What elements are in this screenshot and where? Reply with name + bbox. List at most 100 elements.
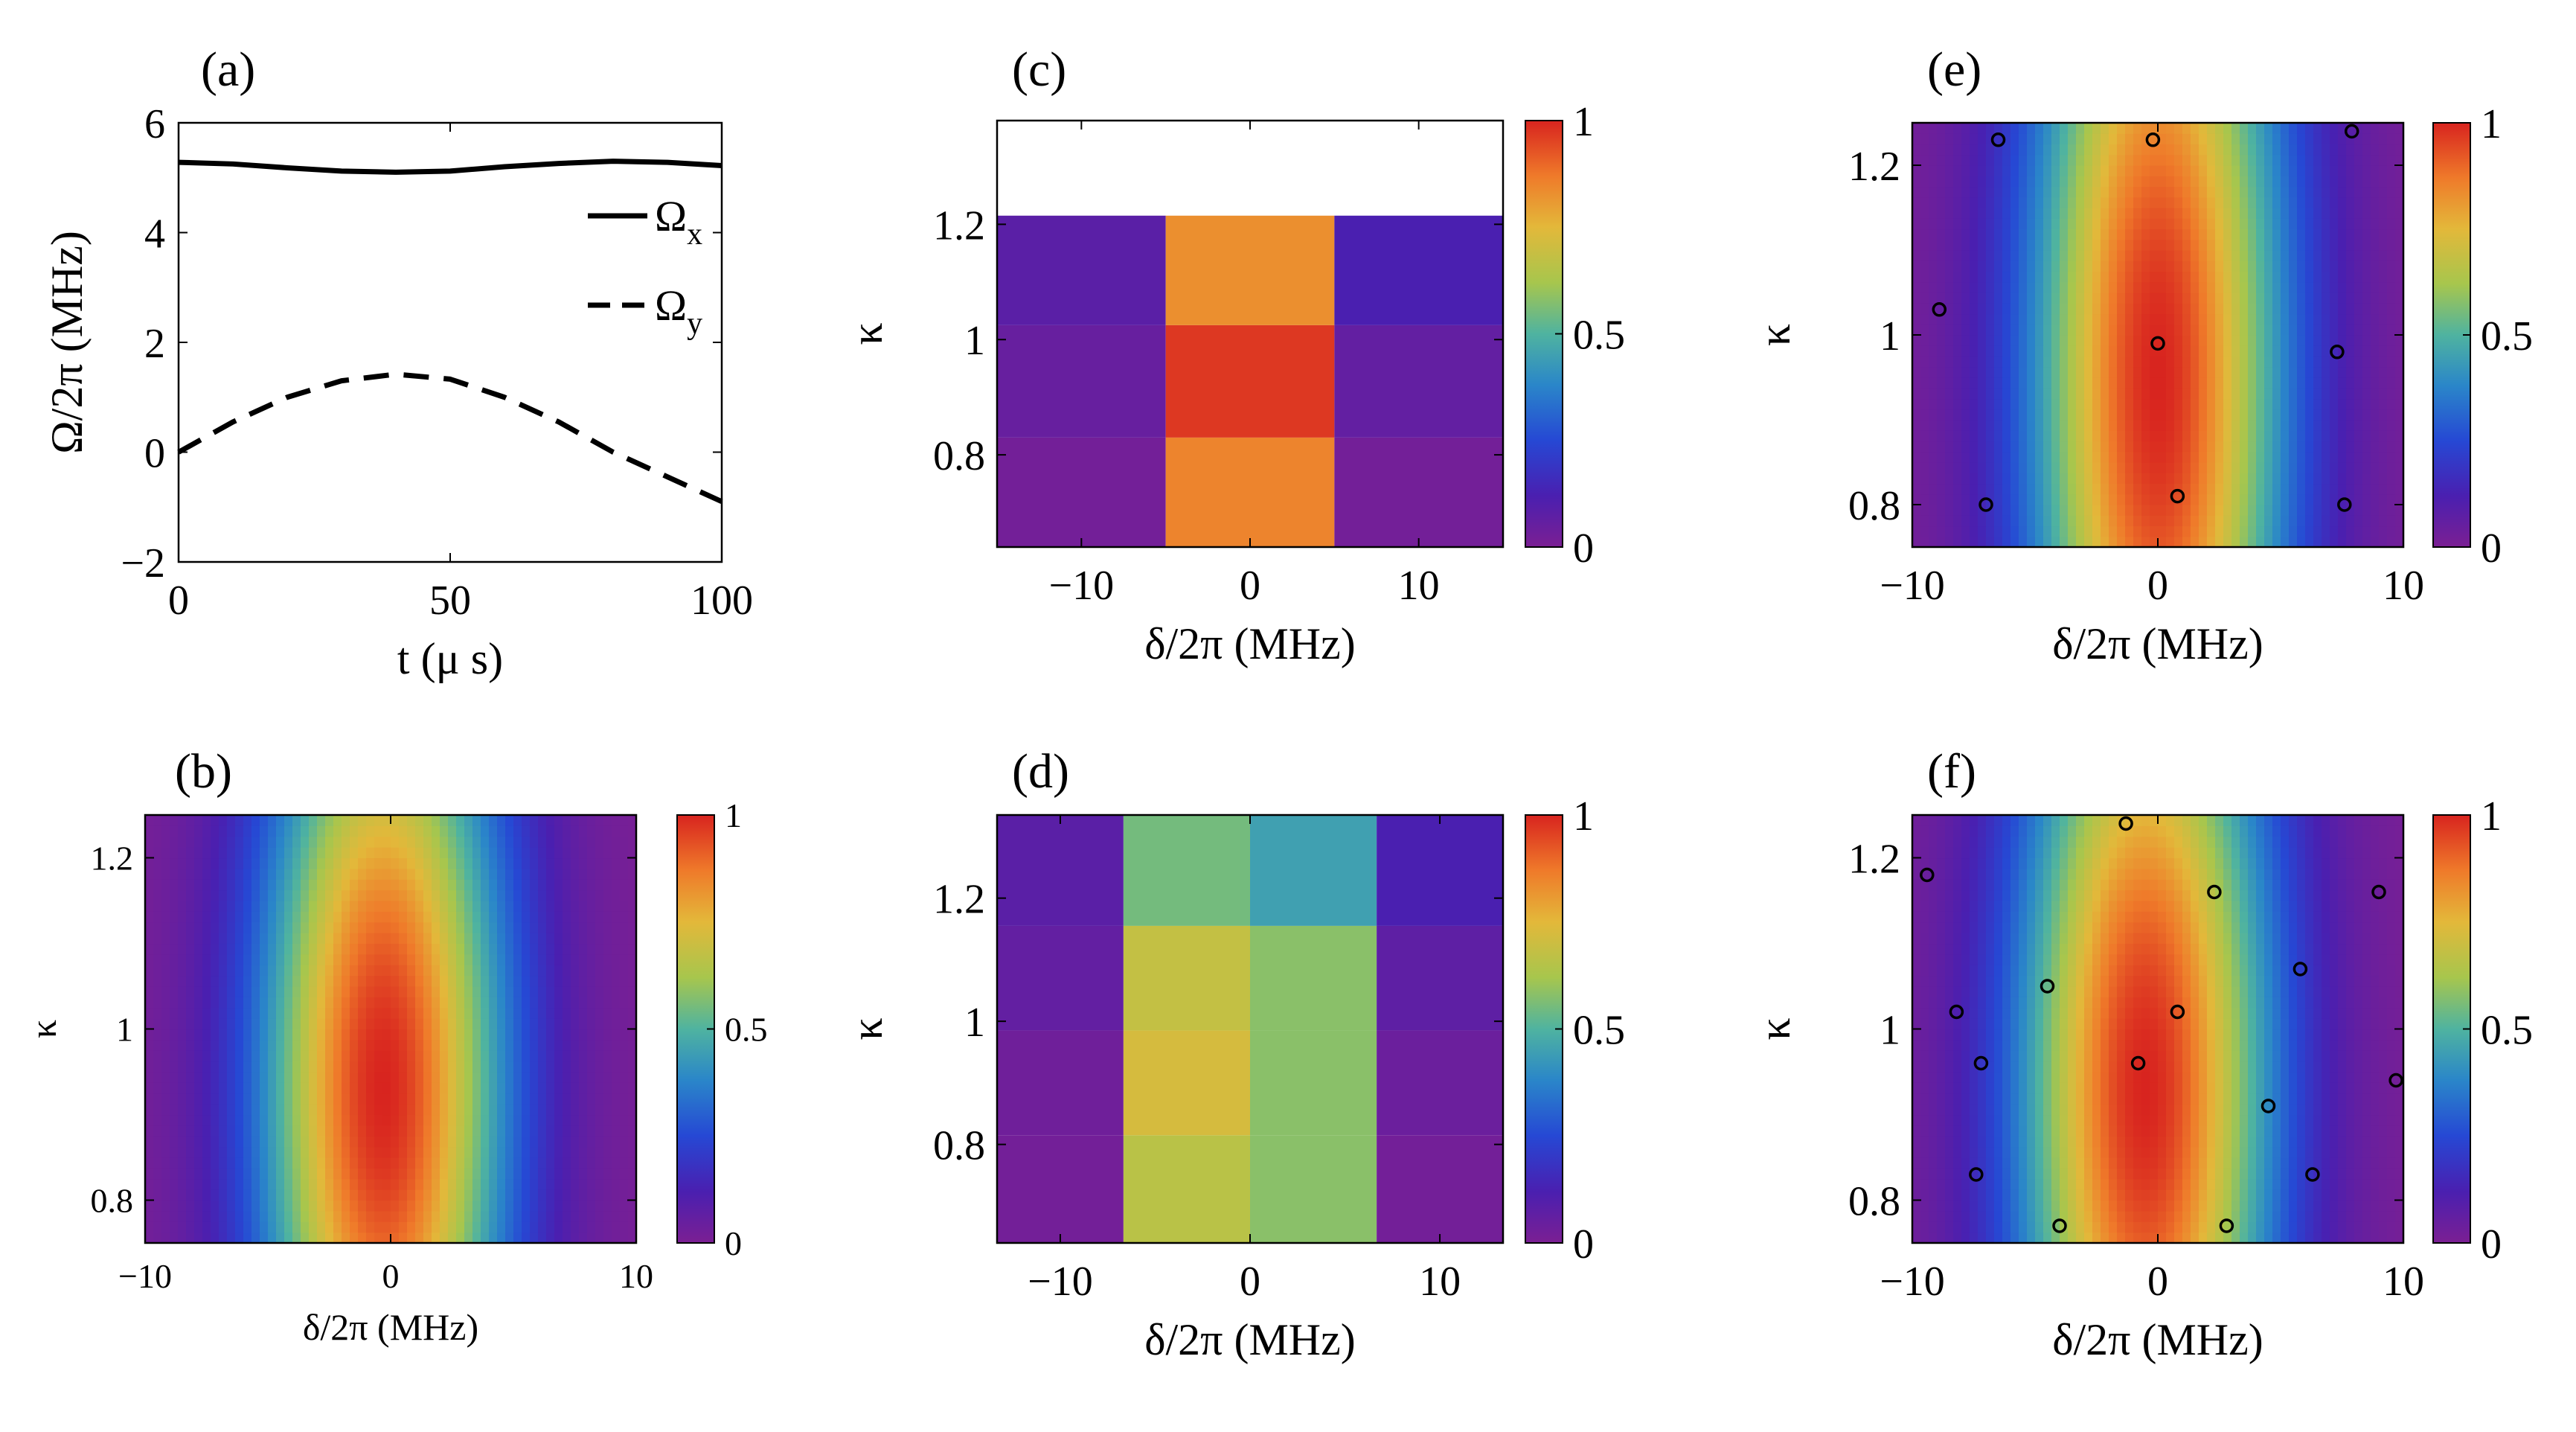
heatmap-cell — [2051, 208, 2060, 219]
heatmap-cell — [2125, 218, 2134, 230]
heatmap-cell — [161, 857, 170, 869]
heatmap-cell — [2043, 281, 2052, 293]
heatmap-cell — [2256, 208, 2265, 219]
heatmap-cell — [448, 965, 457, 976]
heatmap-cell — [2133, 313, 2142, 325]
heatmap-cell — [1920, 1104, 1929, 1116]
heatmap-cell — [391, 921, 400, 933]
heatmap-cell — [505, 1039, 514, 1051]
x-tick-label: −10 — [1880, 563, 1945, 609]
heatmap-cell — [603, 1157, 612, 1169]
heatmap-cell — [358, 1039, 367, 1051]
heatmap-cell — [603, 1114, 612, 1126]
heatmap-cell — [579, 921, 588, 933]
heatmap-cell — [2297, 483, 2306, 495]
heatmap-cell — [554, 1232, 563, 1244]
heatmap-cell — [2117, 208, 2126, 219]
heatmap-cell — [2215, 208, 2224, 219]
heatmap-cell — [2297, 473, 2306, 485]
heatmap-cell — [2313, 377, 2322, 389]
heatmap-cell — [2101, 441, 2109, 453]
heatmap-cell — [211, 889, 220, 901]
heatmap-cell — [1937, 123, 1946, 134]
heatmap-cell — [1978, 165, 1987, 176]
heatmap-cell — [227, 986, 236, 997]
heatmap-cell — [2191, 324, 2199, 336]
heatmap-cell — [489, 1007, 498, 1019]
heatmap-cell — [2240, 228, 2249, 240]
heatmap-cell — [1912, 271, 1921, 283]
heatmap-cell — [366, 1168, 375, 1180]
heatmap-cell — [464, 825, 473, 837]
heatmap-cell — [2166, 388, 2175, 400]
heatmap-cell — [194, 1136, 203, 1148]
heatmap-cell — [382, 836, 391, 848]
heatmap-cell — [2109, 303, 2118, 315]
heatmap-cell — [2043, 324, 2052, 336]
heatmap-cell — [243, 1039, 252, 1051]
heatmap-cell — [587, 1018, 596, 1030]
heatmap-cell — [432, 1210, 440, 1222]
heatmap-cell — [153, 847, 162, 859]
heatmap-cell — [1920, 836, 1929, 848]
heatmap-cell — [2027, 483, 2036, 495]
heatmap-cell — [571, 1082, 580, 1094]
heatmap-cell — [628, 1189, 637, 1201]
heatmap-cell — [317, 1189, 326, 1201]
heatmap-cell — [612, 879, 621, 891]
heatmap-cell — [1994, 441, 2003, 453]
heatmap-cell — [366, 997, 375, 1009]
heatmap-cell — [489, 1200, 498, 1212]
heatmap-cell — [1920, 1018, 1929, 1030]
heatmap-cell — [538, 1189, 547, 1201]
heatmap-cell — [1945, 409, 1954, 421]
heatmap-cell — [456, 1104, 465, 1116]
heatmap-cell — [382, 1189, 391, 1201]
heatmap-cell — [211, 953, 220, 965]
heatmap-cell — [1937, 356, 1946, 368]
heatmap-cell — [1912, 281, 1921, 293]
heatmap-cell — [391, 857, 400, 869]
heatmap-cell — [2035, 154, 2044, 166]
heatmap-cell — [2191, 430, 2199, 442]
heatmap-cell — [2141, 366, 2150, 378]
heatmap-cell — [2150, 250, 2159, 261]
heatmap-cell — [472, 943, 481, 955]
heatmap-cell — [595, 1210, 604, 1222]
heatmap-cell — [251, 911, 260, 923]
heatmap-cell — [2182, 154, 2191, 166]
heatmap-cell — [292, 1114, 301, 1126]
heatmap-cell — [2354, 536, 2363, 548]
heatmap-cell — [2035, 483, 2044, 495]
heatmap-cell — [2035, 324, 2044, 336]
heatmap-cell — [2035, 505, 2044, 516]
heatmap-cell — [2051, 451, 2060, 463]
heatmap-cell — [415, 997, 424, 1009]
heatmap-cell — [391, 847, 400, 859]
heatmap-cell — [2027, 165, 2036, 176]
heatmap-cell — [1920, 986, 1929, 997]
heatmap-cell — [513, 1200, 522, 1212]
heatmap-cell — [1970, 335, 1979, 346]
heatmap-cell — [2264, 409, 2273, 421]
heatmap-cell — [350, 1061, 359, 1073]
heatmap-cell — [1937, 493, 1946, 505]
heatmap-cell — [2338, 377, 2347, 389]
heatmap-cell — [366, 943, 375, 955]
heatmap-cell — [2395, 515, 2404, 527]
heatmap-cell — [538, 1061, 547, 1073]
heatmap-cell — [2305, 493, 2314, 505]
heatmap-cell — [2019, 123, 2028, 134]
heatmap-cell — [546, 1221, 555, 1233]
heatmap-cell — [2011, 196, 2019, 208]
heatmap-cell — [595, 921, 604, 933]
heatmap-cell — [251, 825, 260, 837]
heatmap-cell — [505, 1104, 514, 1116]
heatmap-cell — [1970, 398, 1979, 410]
heatmap-cell — [2313, 483, 2322, 495]
heatmap-cell — [145, 879, 154, 891]
heatmap-cell — [382, 1039, 391, 1051]
heatmap-cell — [333, 921, 342, 933]
heatmap-cell — [2362, 313, 2371, 325]
heatmap-cell — [423, 1157, 432, 1169]
